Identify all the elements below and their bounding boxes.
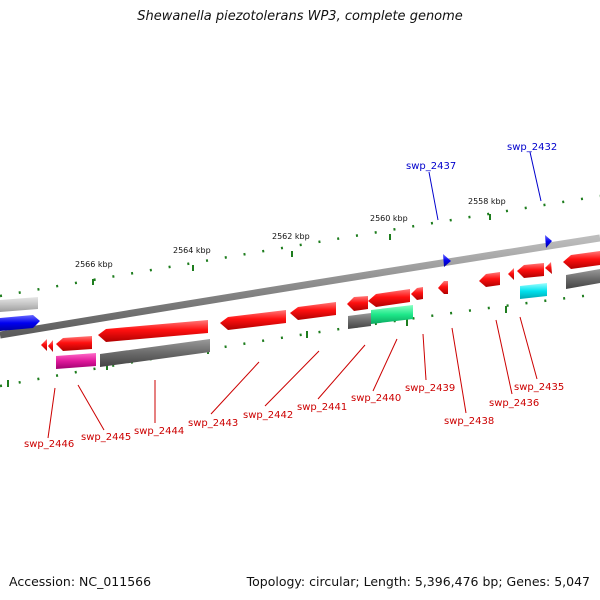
forward-leader-lines xyxy=(428,151,542,221)
gene-swp_2442[interactable] xyxy=(290,302,336,320)
label-swp_2432: swp_2432 xyxy=(507,142,557,153)
gene-swp_2440[interactable] xyxy=(368,289,410,307)
gene-swp_2432[interactable] xyxy=(545,235,552,248)
reverse-leader-lines xyxy=(47,316,538,439)
label-swp_2437: swp_2437 xyxy=(406,161,456,172)
gene-swp_2446b[interactable] xyxy=(48,340,53,352)
gene-swp_2435b[interactable] xyxy=(545,262,552,274)
label-swp_2438: swp_2438 xyxy=(444,416,494,427)
gene-swp_2445[interactable] xyxy=(56,336,92,351)
label-swp_2442: swp_2442 xyxy=(243,410,293,421)
gene-swp_2436[interactable] xyxy=(479,272,500,287)
label-swp_2436: swp_2436 xyxy=(489,398,539,409)
label-swp_2435: swp_2435 xyxy=(514,382,564,393)
genome-summary-text: Topology: circular; Length: 5,396,476 bp… xyxy=(246,574,590,589)
gene-swp_2437[interactable] xyxy=(443,254,451,267)
scale-ring-lower xyxy=(0,292,600,388)
accession-text: Accession: NC_011566 xyxy=(9,574,152,589)
feature-grey-2 xyxy=(348,313,371,329)
feature-track-lower xyxy=(56,269,600,369)
genome-backbone xyxy=(0,234,600,339)
major-ticks xyxy=(7,214,507,387)
forward-gene-labels: swp_2437 swp_2432 xyxy=(406,142,557,172)
gene-swp_2436b[interactable] xyxy=(508,268,514,280)
reverse-gene-track xyxy=(41,251,600,352)
gene-right-edge[interactable] xyxy=(563,251,600,269)
label-swp_2441: swp_2441 xyxy=(297,402,347,413)
tick-label-2562: 2562 kbp xyxy=(272,232,310,241)
tick-label-2566: 2566 kbp xyxy=(75,260,113,269)
reverse-gene-labels: swp_2446 swp_2445 swp_2444 swp_2443 swp_… xyxy=(24,382,564,450)
gene-swp_2443[interactable] xyxy=(220,310,286,330)
label-swp_2446: swp_2446 xyxy=(24,439,74,450)
feature-grey-1 xyxy=(100,339,210,367)
tick-label-2558: 2558 kbp xyxy=(468,197,506,206)
feature-grey-3 xyxy=(566,269,600,289)
tick-label-2564: 2564 kbp xyxy=(173,246,211,255)
forward-gene-feature xyxy=(0,315,40,331)
pseudogene-feature xyxy=(0,297,38,312)
map-title: Shewanella piezotolerans WP3, complete g… xyxy=(137,9,463,24)
label-swp_2445: swp_2445 xyxy=(81,432,131,443)
label-swp_2440: swp_2440 xyxy=(351,393,401,404)
feature-magenta xyxy=(56,353,96,369)
gene-swp_2446[interactable] xyxy=(41,339,47,351)
label-swp_2439: swp_2439 xyxy=(405,383,455,394)
feature-cyan xyxy=(520,283,547,299)
label-swp_2444: swp_2444 xyxy=(134,426,184,437)
gene-swp_2438[interactable] xyxy=(438,281,448,294)
gene-swp_2439[interactable] xyxy=(411,287,423,300)
gene-swp_2441[interactable] xyxy=(347,296,368,311)
gene-swp_2444[interactable] xyxy=(98,320,208,342)
tick-label-2560: 2560 kbp xyxy=(370,214,408,223)
feature-green xyxy=(371,305,413,324)
label-swp_2443: swp_2443 xyxy=(188,418,238,429)
gene-swp_2435[interactable] xyxy=(517,263,544,278)
scale-labels: 2566 kbp 2564 kbp 2562 kbp 2560 kbp 2558… xyxy=(75,197,506,269)
scale-ring-upper xyxy=(0,194,600,298)
